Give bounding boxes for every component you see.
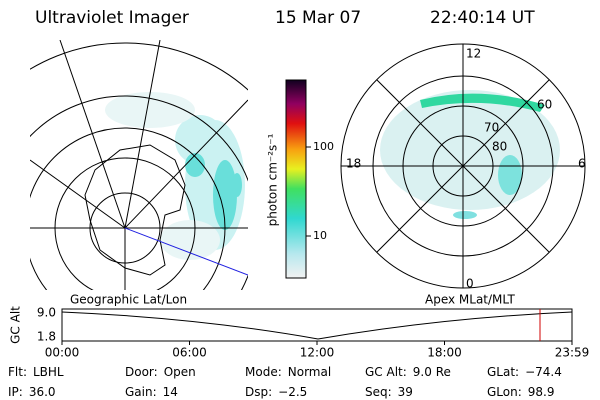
x-tick-label: 00:00 — [45, 346, 80, 360]
status-value: −2.5 — [278, 385, 307, 399]
x-tick-label: 18:00 — [427, 346, 462, 360]
time: 22:40:14 UT — [430, 8, 535, 28]
status-field: GLon: 98.9 — [487, 385, 554, 399]
status-value: Open — [164, 365, 196, 379]
status-label: Dsp: — [245, 385, 272, 399]
lat-label: 80 — [492, 140, 507, 154]
lat-label: 70 — [484, 121, 499, 135]
status-label: Flt: — [8, 365, 27, 379]
status-label: GC Alt: — [365, 365, 407, 379]
status-label: Gain: — [125, 385, 157, 399]
status-value: 98.9 — [528, 385, 555, 399]
status-field: GLat: −74.4 — [487, 365, 562, 379]
status-field: Seq: 39 — [365, 385, 413, 399]
altitude-tick-label: 1.8 — [37, 330, 56, 344]
status-field: Gain: 14 — [125, 385, 178, 399]
panel-label: Apex MLat/MLT — [425, 293, 515, 307]
geographic-image — [30, 40, 248, 290]
status-label: GLat: — [487, 365, 519, 379]
status-label: Mode: — [245, 365, 282, 379]
colorbar-tick-label: 100 — [313, 140, 334, 153]
status-value: Normal — [288, 365, 331, 379]
hour-label: 6 — [578, 157, 586, 171]
status-field: Flt: LBHL — [8, 365, 64, 379]
polar-grid — [340, 43, 586, 289]
status-field: Mode: Normal — [245, 365, 331, 379]
title: Ultraviolet Imager — [35, 8, 189, 28]
x-tick-label: 23:59 — [555, 346, 590, 360]
status-value: 14 — [163, 385, 178, 399]
altitude-plot — [61, 308, 573, 342]
status-field: IP: 36.0 — [8, 385, 56, 399]
status-value: −74.4 — [525, 365, 562, 379]
hour-label: 0 — [466, 277, 474, 291]
colorbar-label: photon cm⁻²s⁻¹ — [266, 133, 280, 226]
lat-label: 60 — [537, 98, 552, 112]
x-tick-label: 06:00 — [172, 346, 207, 360]
panel-label: Geographic Lat/Lon — [70, 293, 187, 307]
status-value: LBHL — [33, 365, 64, 379]
colorbar-tick-label: 10 — [313, 229, 327, 242]
status-value: 9.0 Re — [413, 365, 451, 379]
hour-label: 18 — [346, 157, 361, 171]
x-tick-label: 12:00 — [300, 346, 335, 360]
colorbar — [285, 79, 307, 279]
status-label: GLon: — [487, 385, 522, 399]
status-label: Seq: — [365, 385, 392, 399]
status-field: Door: Open — [125, 365, 196, 379]
status-label: Door: — [125, 365, 158, 379]
status-field: GC Alt: 9.0 Re — [365, 365, 451, 379]
hour-label: 12 — [466, 47, 481, 61]
altitude-curve — [61, 311, 573, 340]
status-label: IP: — [8, 385, 23, 399]
status-field: Dsp: −2.5 — [245, 385, 307, 399]
status-value: 36.0 — [29, 385, 56, 399]
status-value: 39 — [398, 385, 413, 399]
altitude-axis-label: GC Alt — [9, 306, 23, 344]
altitude-tick-label: 9.0 — [37, 306, 56, 320]
date: 15 Mar 07 — [275, 8, 361, 28]
